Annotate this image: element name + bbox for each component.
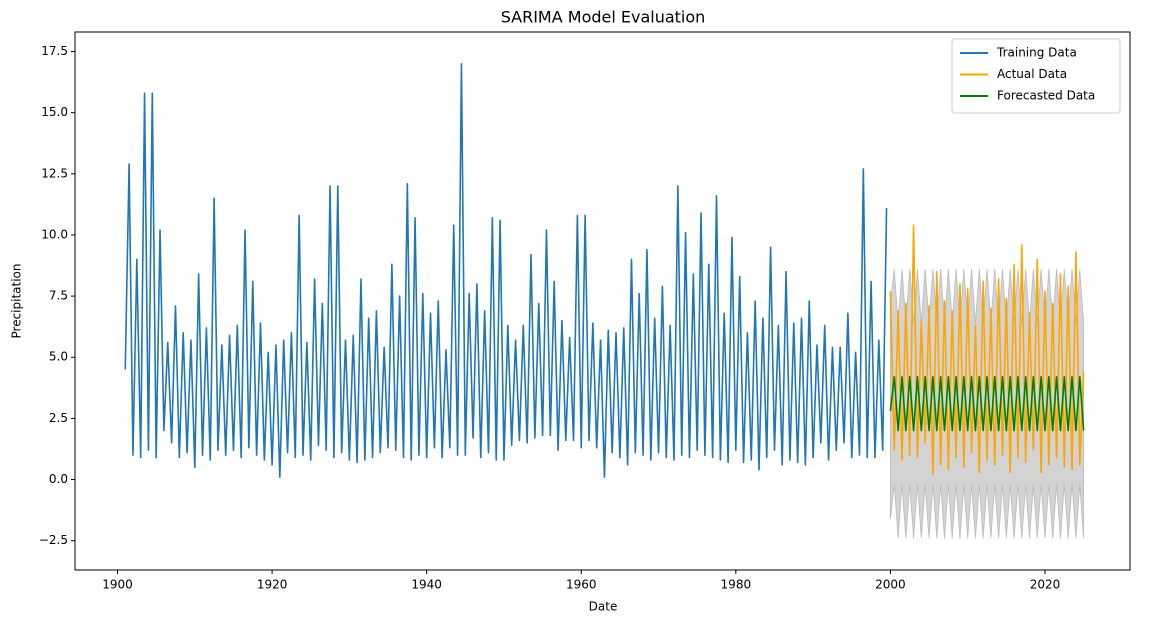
x-tick-label: 1920 xyxy=(257,578,288,592)
y-tick-label: 17.5 xyxy=(41,44,68,58)
y-tick-label: 7.5 xyxy=(49,289,68,303)
y-tick-label: 15.0 xyxy=(41,105,68,119)
x-tick-label: 2000 xyxy=(875,578,906,592)
plot-frame xyxy=(74,31,1131,571)
series-line xyxy=(889,376,1085,432)
y-tick-label: 12.5 xyxy=(41,166,68,180)
y-axis-label: Precipitation xyxy=(10,263,24,338)
x-tick-label: 2020 xyxy=(1030,578,1061,592)
series-line xyxy=(889,224,1085,476)
x-tick-label: 1960 xyxy=(566,578,597,592)
legend-label: Training Data xyxy=(996,46,1077,60)
y-tick-label: 0.0 xyxy=(49,472,68,486)
y-tick-label: 10.0 xyxy=(41,227,68,241)
series-line xyxy=(124,62,888,478)
legend-box xyxy=(951,38,1121,114)
legend-label: Forecasted Data xyxy=(997,89,1095,103)
x-tick-label: 1980 xyxy=(721,578,752,592)
x-axis-label: Date xyxy=(589,600,618,614)
legend-label: Actual Data xyxy=(997,67,1067,81)
x-tick-label: 1900 xyxy=(102,578,133,592)
chart-title: SARIMA Model Evaluation xyxy=(501,8,706,27)
y-tick-label: −2.5 xyxy=(39,533,68,547)
y-tick-label: 2.5 xyxy=(49,411,68,425)
x-tick-label: 1940 xyxy=(411,578,442,592)
y-tick-label: 5.0 xyxy=(49,350,68,364)
